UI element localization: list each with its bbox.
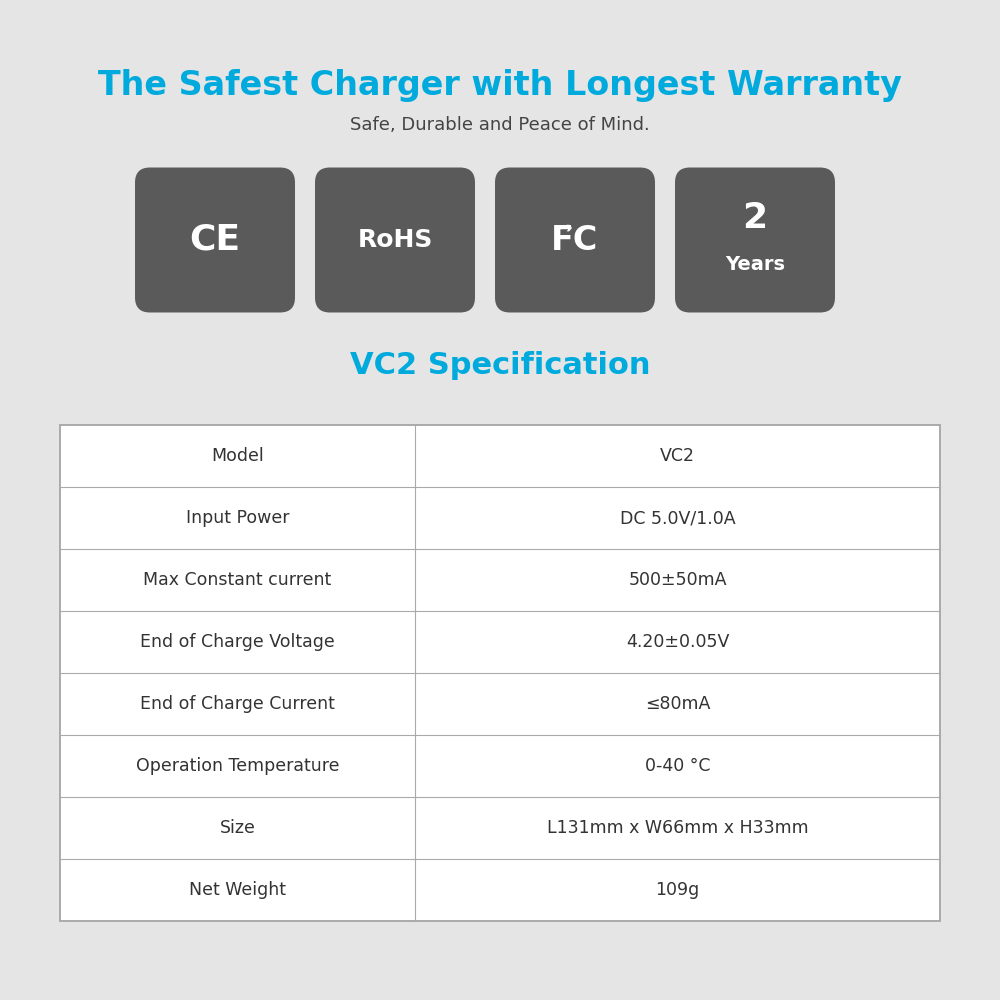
FancyBboxPatch shape (135, 167, 295, 312)
Text: The Safest Charger with Longest Warranty: The Safest Charger with Longest Warranty (98, 68, 902, 102)
Bar (60, 425, 940, 921)
Text: Safe, Durable and Peace of Mind.: Safe, Durable and Peace of Mind. (350, 116, 650, 134)
FancyBboxPatch shape (675, 167, 835, 312)
Text: 2: 2 (742, 201, 768, 235)
Bar (60, 425, 940, 921)
Text: F⃗C: F⃗C (551, 224, 599, 256)
Text: VC2: VC2 (660, 447, 695, 465)
Text: Max Constant current: Max Constant current (143, 571, 332, 589)
FancyBboxPatch shape (315, 167, 475, 312)
Text: 4.20±0.05V: 4.20±0.05V (626, 633, 729, 651)
Text: Operation Temperature: Operation Temperature (136, 757, 339, 775)
Text: 500±50mA: 500±50mA (628, 571, 727, 589)
Text: ≤80mA: ≤80mA (645, 695, 710, 713)
FancyBboxPatch shape (495, 167, 655, 312)
Text: End of Charge Current: End of Charge Current (140, 695, 335, 713)
Text: VC2 Specification: VC2 Specification (350, 351, 650, 379)
Text: Input Power: Input Power (186, 509, 289, 527)
Text: Model: Model (211, 447, 264, 465)
Text: Net Weight: Net Weight (189, 881, 286, 899)
Text: L131mm x W66mm x H33mm: L131mm x W66mm x H33mm (547, 819, 808, 837)
Text: Years: Years (725, 255, 785, 274)
Text: RoHS: RoHS (357, 228, 433, 252)
Text: CE: CE (189, 223, 241, 257)
Text: End of Charge Voltage: End of Charge Voltage (140, 633, 335, 651)
Text: Size: Size (220, 819, 255, 837)
Text: 109g: 109g (655, 881, 700, 899)
Text: DC 5.0V/1.0A: DC 5.0V/1.0A (620, 509, 735, 527)
Text: 0-40 °C: 0-40 °C (645, 757, 710, 775)
